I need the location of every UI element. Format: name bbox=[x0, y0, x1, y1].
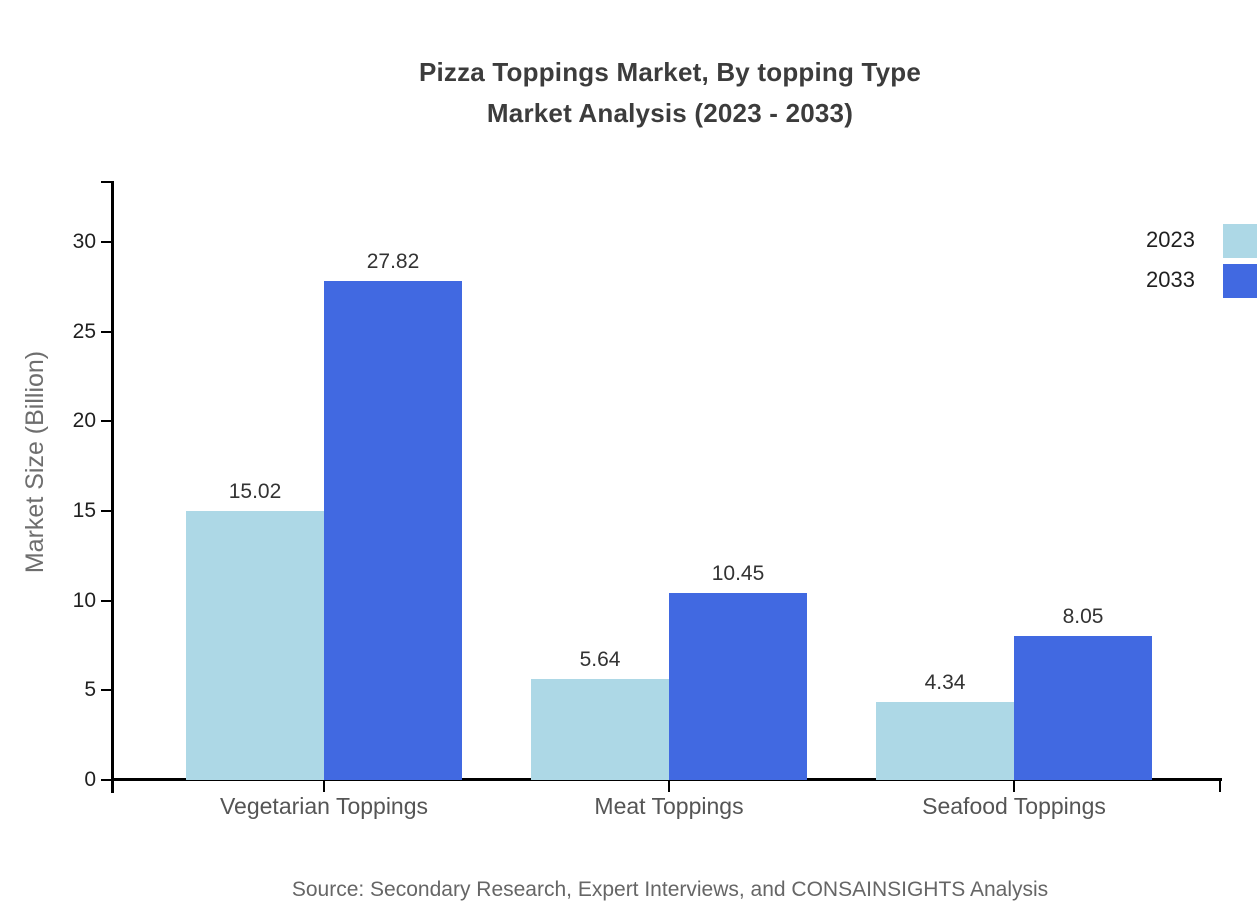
bar-2023-seafood-toppings bbox=[876, 702, 1014, 780]
y-tick-label: 20 bbox=[72, 409, 96, 432]
y-tick-label: 5 bbox=[84, 678, 96, 701]
y-axis-title: Market Size (Billion) bbox=[21, 350, 49, 574]
x-axis-end-cap bbox=[1219, 781, 1221, 792]
bar-value-label: 8.05 bbox=[1062, 605, 1104, 628]
x-category-label: Meat Toppings bbox=[594, 793, 744, 819]
y-tick-mark bbox=[101, 420, 111, 422]
legend-label-2023: 2023 bbox=[1146, 227, 1195, 252]
y-tick-mark bbox=[101, 600, 111, 602]
source-note: Source: Secondary Research, Expert Inter… bbox=[291, 878, 1049, 901]
bar-2023-meat-toppings bbox=[531, 679, 669, 780]
x-tick-mark bbox=[668, 781, 670, 792]
bar-value-label: 4.34 bbox=[924, 671, 966, 694]
bar-value-label: 15.02 bbox=[228, 480, 282, 503]
legend-swatch-2033 bbox=[1223, 264, 1257, 298]
bar-value-label: 27.82 bbox=[366, 250, 420, 273]
bar-value-label: 5.64 bbox=[579, 648, 621, 671]
chart-title: Pizza Toppings Market, By topping Type M… bbox=[140, 52, 1200, 134]
y-tick-label: 0 bbox=[84, 768, 96, 791]
bar-2033-seafood-toppings bbox=[1014, 636, 1152, 780]
y-tick-label: 25 bbox=[72, 320, 96, 343]
y-axis-end-cap bbox=[101, 181, 111, 183]
bar-2023-vegetarian-toppings bbox=[186, 511, 324, 780]
y-tick-mark bbox=[101, 689, 111, 691]
y-tick-label: 10 bbox=[72, 589, 96, 612]
y-tick-mark bbox=[101, 331, 111, 333]
y-tick-mark bbox=[101, 241, 111, 243]
y-axis-line bbox=[111, 181, 114, 793]
chart-title-line1: Pizza Toppings Market, By topping Type bbox=[418, 57, 922, 87]
y-tick-label: 30 bbox=[72, 230, 96, 253]
x-category-label: Vegetarian Toppings bbox=[219, 793, 429, 819]
legend-swatch-2023 bbox=[1223, 224, 1257, 258]
bar-2033-meat-toppings bbox=[669, 593, 807, 780]
x-tick-mark bbox=[1013, 781, 1015, 792]
x-category-label: Seafood Toppings bbox=[922, 793, 1106, 819]
bar-2033-vegetarian-toppings bbox=[324, 281, 462, 780]
bar-value-label: 10.45 bbox=[711, 562, 765, 585]
y-tick-mark bbox=[101, 510, 111, 512]
x-tick-mark bbox=[323, 781, 325, 792]
y-tick-mark bbox=[101, 779, 111, 781]
y-tick-label: 15 bbox=[72, 499, 96, 522]
legend-label-2033: 2033 bbox=[1146, 267, 1195, 292]
chart-title-line2: Market Analysis (2023 - 2033) bbox=[486, 98, 854, 128]
